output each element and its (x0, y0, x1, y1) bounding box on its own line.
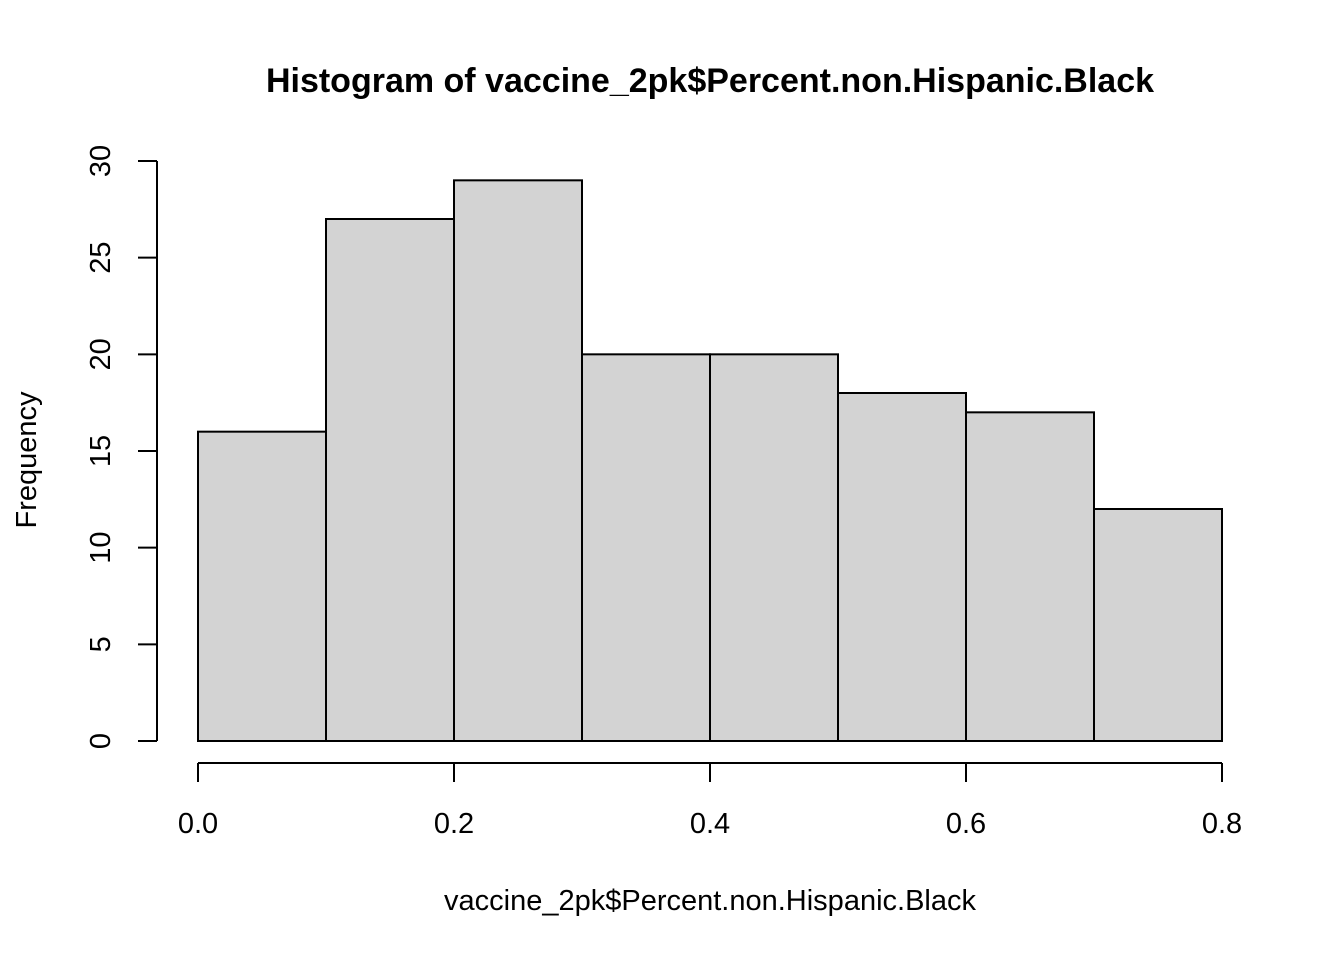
y-tick-label: 30 (85, 145, 117, 177)
x-tick-label: 0.0 (178, 808, 218, 840)
histogram-bar-2 (325, 218, 455, 742)
y-tick-label: 5 (85, 636, 117, 652)
x-tick-label: 0.6 (946, 808, 986, 840)
y-axis-label: Frequency (11, 391, 43, 529)
y-axis: 0 5 10 15 20 25 30 (85, 145, 158, 749)
chart-title: Histogram of vaccine_2pk$Percent.non.His… (266, 62, 1154, 100)
histogram-bar-7 (965, 411, 1095, 742)
y-tick-label: 10 (85, 532, 117, 564)
x-axis-label: vaccine_2pk$Percent.non.Hispanic.Black (444, 885, 976, 917)
x-axis: 0.0 0.2 0.4 0.6 0.8 (178, 762, 1242, 840)
histogram-bar-8 (1093, 508, 1223, 742)
histogram-bar-1 (197, 430, 327, 742)
x-tick-label: 0.2 (434, 808, 474, 840)
histogram-bar-5 (709, 353, 839, 742)
histogram-bar-3 (453, 179, 583, 743)
bars-group (197, 179, 1223, 743)
histogram-bar-6 (837, 392, 967, 742)
histogram-bar-4 (581, 353, 711, 742)
x-tick-label: 0.4 (690, 808, 730, 840)
y-tick-label: 20 (85, 338, 117, 370)
x-tick-label: 0.8 (1202, 808, 1242, 840)
y-tick-label: 25 (85, 242, 117, 274)
y-tick-label: 0 (85, 733, 117, 749)
y-tick-label: 15 (85, 435, 117, 467)
